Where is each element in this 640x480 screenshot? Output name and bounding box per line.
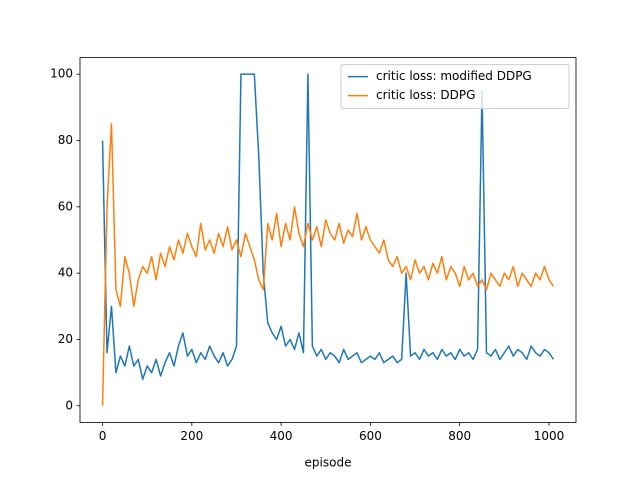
x-tick-label: 1000 [534, 429, 565, 443]
legend-label: critic loss: modified DDPG [376, 69, 532, 83]
legend-label: critic loss: DDPG [376, 88, 475, 102]
x-tick-label: 0 [99, 429, 107, 443]
legend-frame [340, 64, 570, 110]
y-tick-label: 80 [58, 133, 73, 147]
y-tick-label: 100 [50, 67, 73, 81]
x-tick-label: 800 [448, 429, 471, 443]
plot-frame [79, 57, 577, 423]
x-tick-label: 200 [180, 429, 203, 443]
y-tick-label: 40 [58, 266, 73, 280]
y-tick-label: 0 [65, 398, 73, 412]
y-tick-label: 20 [58, 332, 73, 346]
series-line [101, 73, 555, 381]
y-tick-label: 60 [58, 199, 73, 213]
x-tick-label: 600 [359, 429, 382, 443]
series-line [101, 123, 555, 406]
x-axis-label: episode [305, 456, 352, 470]
x-tick-label: 400 [270, 429, 293, 443]
